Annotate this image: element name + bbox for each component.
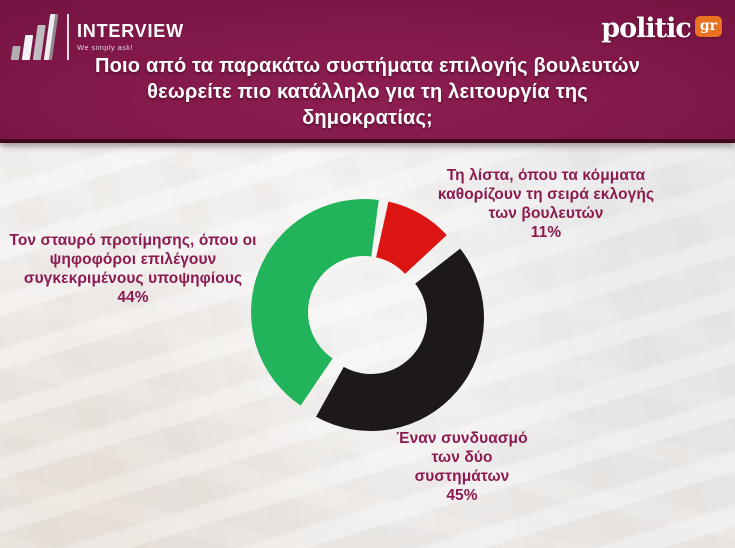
bar-chart-icon	[10, 14, 61, 60]
label-cross-preference-44: Τον σταυρό προτίμησης, όπου οι ψηφοφόροι…	[9, 232, 257, 306]
chart-area: Τον σταυρό προτίμησης, όπου οι ψηφοφόροι…	[0, 147, 735, 548]
interview-tagline: We simply ask!	[77, 43, 133, 52]
politic-gr-badge: gr	[694, 16, 722, 37]
interview-logo-text: INTERVIEW We simply ask!	[77, 22, 184, 52]
label-party-list-11: Τη λίστα, όπου τα κόμματα καθορίζουν τη …	[437, 167, 655, 241]
politic-brand-name: politic	[601, 13, 692, 44]
label-combination-45: Έναν συνδυασμό των δύο συστημάτων 45%	[396, 430, 528, 504]
politic-gr-logo: politic gr	[601, 15, 722, 42]
survey-question-title: Ποιο από τα παρακάτω συστήματα επιλογής …	[94, 55, 641, 129]
donut-slice-45pct	[316, 248, 485, 432]
header-band: INTERVIEW We simply ask! politic gr Ποιο…	[0, 0, 735, 143]
interview-brand-name: INTERVIEW	[77, 21, 184, 41]
interview-logo: INTERVIEW We simply ask!	[10, 11, 184, 63]
logo-divider	[67, 14, 69, 60]
